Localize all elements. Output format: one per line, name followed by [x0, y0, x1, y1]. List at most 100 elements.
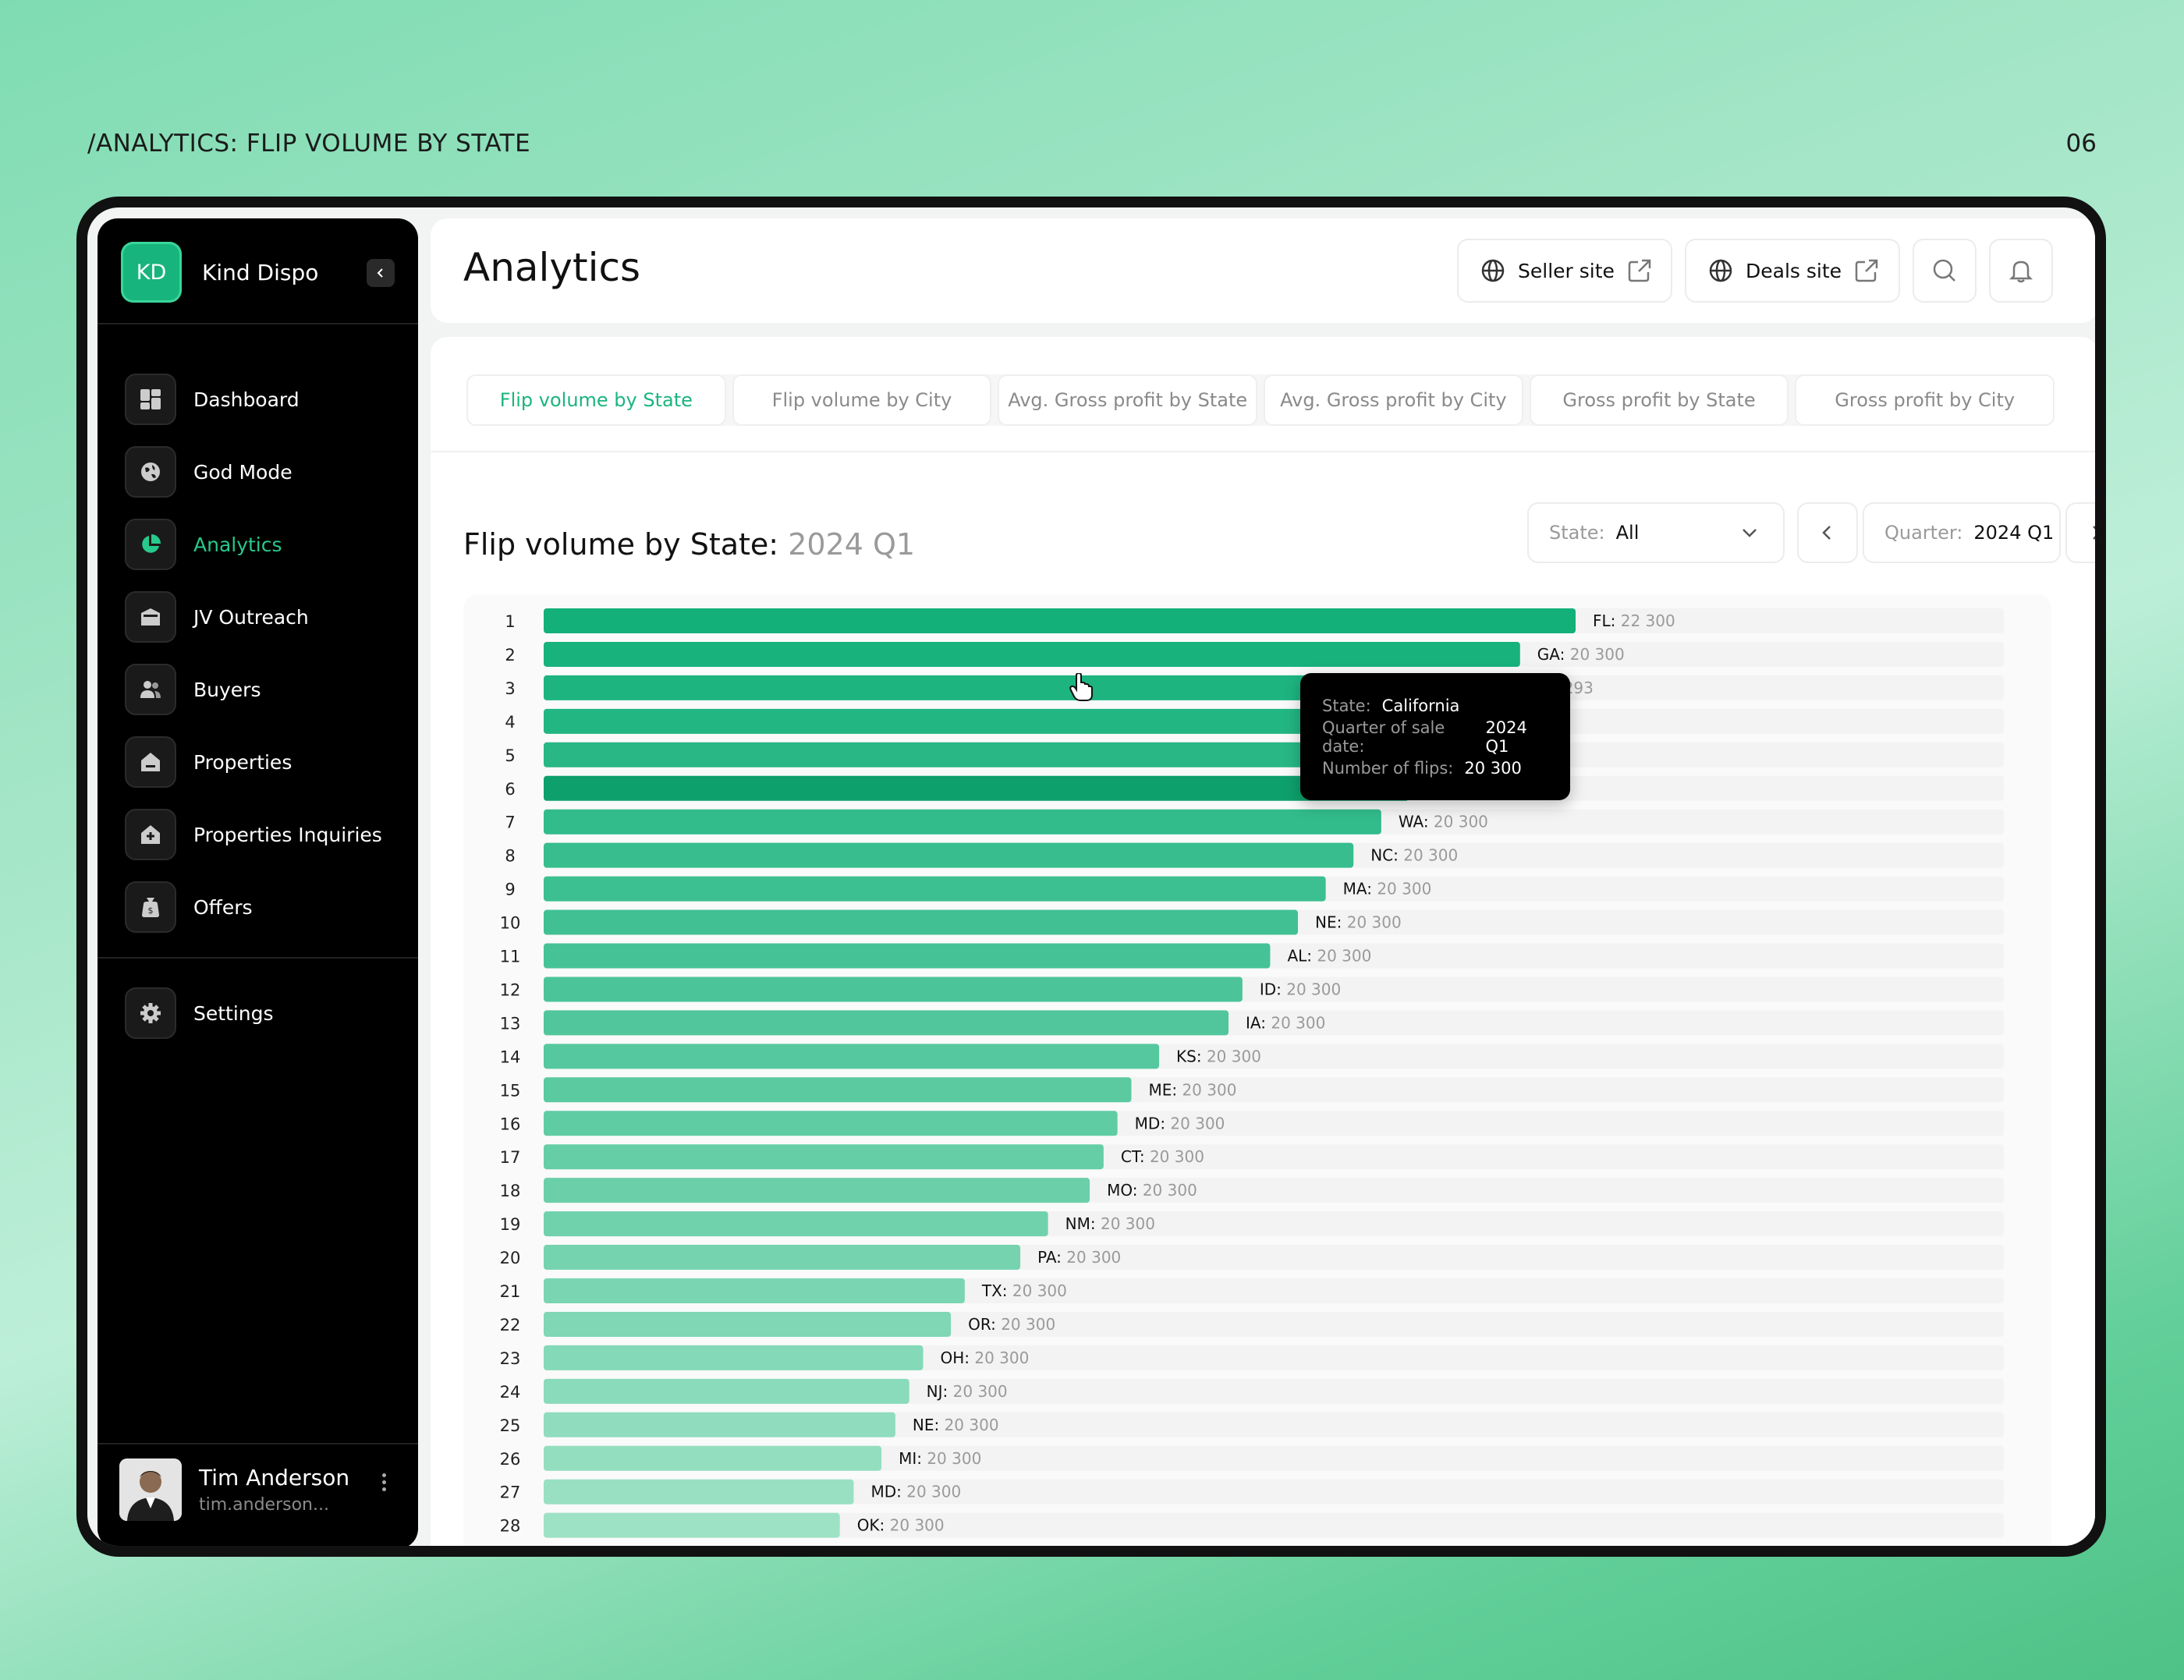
rank-label: 23	[500, 1349, 521, 1368]
rank-label: 12	[500, 980, 521, 999]
sidebar-item-label: Properties Inquiries	[193, 823, 382, 846]
tab-flip-volume-by-city[interactable]: Flip volume by City	[732, 374, 992, 426]
bar-al[interactable]	[544, 943, 1271, 969]
bar-tx[interactable]	[544, 1278, 965, 1303]
sidebar-item-god-mode[interactable]: God Mode	[125, 445, 292, 498]
bar-track	[544, 1479, 2004, 1505]
panel-divider	[431, 451, 2095, 452]
bar-ct[interactable]	[544, 1144, 1104, 1170]
external-link-icon	[1628, 259, 1651, 282]
state-filter-value: All	[1615, 522, 1640, 544]
sidebar-item-properties[interactable]: Properties	[125, 735, 292, 789]
money-bag-icon: $	[125, 881, 176, 933]
bar-nj[interactable]	[544, 1378, 909, 1404]
sidebar-item-label: Settings	[193, 1001, 274, 1025]
bar-ok[interactable]	[544, 1512, 840, 1538]
chevron-right-icon	[2093, 526, 2095, 540]
tab-gross-profit-by-city[interactable]: Gross profit by City	[1795, 374, 2055, 426]
sidebar-item-settings[interactable]: Settings	[125, 987, 274, 1040]
brand-name: Kind Dispo	[202, 259, 319, 285]
quarter-value: 2024 Q1	[1973, 522, 2055, 544]
rank-label: 24	[500, 1383, 521, 1402]
tooltip-quarter-value: 2024 Q1	[1485, 718, 1527, 756]
bar-ks[interactable]	[544, 1044, 1160, 1069]
bar-ne[interactable]	[544, 1412, 895, 1437]
tab-gross-profit-by-state[interactable]: Gross profit by State	[1529, 374, 1789, 426]
notifications-button[interactable]	[1989, 239, 2053, 303]
bar-oh[interactable]	[544, 1345, 924, 1370]
bar-me[interactable]	[544, 1077, 1132, 1103]
analytics-panel: Flip volume by State Flip volume by City…	[431, 337, 2095, 1546]
bar-ma[interactable]	[544, 876, 1326, 902]
quarter-selector[interactable]: Quarter: 2024 Q1	[1863, 502, 2061, 563]
bar-ne[interactable]	[544, 909, 1299, 935]
bar-pa[interactable]	[544, 1245, 1021, 1271]
sidebar-item-buyers[interactable]: Buyers	[125, 663, 261, 716]
bar-fl[interactable]	[544, 608, 1576, 633]
rank-label: 17	[500, 1148, 521, 1167]
bar-mo[interactable]	[544, 1178, 1090, 1203]
bar-ia[interactable]	[544, 1010, 1229, 1036]
bar-ga[interactable]	[544, 641, 1520, 667]
bar-az[interactable]	[544, 708, 1465, 734]
bar-label: WA: 20 300	[1399, 813, 1488, 831]
rank-label: 3	[505, 679, 515, 698]
search-button[interactable]	[1913, 239, 1977, 303]
bar-nm[interactable]	[544, 1211, 1048, 1237]
bar-de[interactable]	[544, 742, 1438, 767]
bar-md[interactable]	[544, 1479, 854, 1505]
sidebar-item-jv-outreach[interactable]: JV Outreach	[125, 590, 309, 643]
slide-title: /ANALYTICS: FLIP VOLUME BY STATE	[87, 129, 531, 158]
bar-label: NM: 20 300	[1065, 1214, 1155, 1233]
user-menu-icon[interactable]	[382, 1470, 387, 1494]
bar-label: NC: 20 300	[1370, 846, 1458, 865]
sidebar-item-properties-inquiries[interactable]: Properties Inquiries	[125, 808, 382, 861]
bar-track	[544, 1412, 2004, 1437]
bar-label: NJ: 20 300	[927, 1382, 1008, 1401]
rank-label: 16	[500, 1115, 521, 1133]
rank-label: 1	[505, 612, 515, 631]
bar-mi[interactable]	[544, 1445, 882, 1471]
bar-ca[interactable]	[544, 775, 1409, 801]
sidebar-item-offers[interactable]: $ Offers	[125, 881, 253, 934]
sidebar-item-label: Buyers	[193, 678, 261, 701]
rank-label: 14	[500, 1047, 521, 1066]
previous-quarter-button[interactable]	[1797, 502, 1858, 563]
bar-label: NE: 20 300	[1315, 913, 1402, 932]
deals-site-button[interactable]: Deals site	[1685, 239, 1900, 303]
tab-flip-volume-by-state[interactable]: Flip volume by State	[466, 374, 726, 426]
brand[interactable]: KD Kind Dispo	[121, 242, 318, 303]
next-quarter-button[interactable]	[2065, 502, 2095, 563]
sidebar-item-analytics[interactable]: Analytics	[125, 518, 282, 571]
tab-avg-gross-profit-by-state[interactable]: Avg. Gross profit by State	[998, 374, 1258, 426]
bar-wa[interactable]	[544, 809, 1381, 835]
bar-id[interactable]	[544, 976, 1243, 1002]
state-filter-select[interactable]: State: All	[1527, 502, 1785, 563]
bar-label: MO: 20 300	[1107, 1181, 1197, 1200]
device-frame: KD Kind Dispo Dashboard God Mode	[76, 197, 2106, 1557]
globe-icon	[1709, 259, 1732, 282]
sidebar-item-label: JV Outreach	[193, 605, 309, 629]
bar-ny[interactable]	[544, 675, 1493, 700]
user-profile[interactable]: Tim Anderson tim.anderson...	[119, 1458, 349, 1521]
chevron-left-icon	[377, 268, 383, 278]
tooltip-flips-value: 20 300	[1464, 759, 1522, 778]
seller-site-button[interactable]: Seller site	[1457, 239, 1672, 303]
rank-label: 10	[500, 914, 521, 933]
bar-md[interactable]	[544, 1111, 1118, 1136]
hand-pointer-icon	[1069, 673, 1093, 701]
page-title: Analytics	[463, 245, 641, 290]
bar-or[interactable]	[544, 1311, 952, 1337]
dashboard-icon	[125, 374, 176, 425]
sidebar-item-dashboard[interactable]: Dashboard	[125, 373, 300, 426]
chevron-left-icon	[1822, 526, 1831, 540]
tab-avg-gross-profit-by-city[interactable]: Avg. Gross profit by City	[1264, 374, 1523, 426]
collapse-sidebar-button[interactable]	[367, 259, 395, 287]
bar-label: OK: 20 300	[857, 1516, 945, 1535]
slide-number: 06	[2065, 129, 2097, 158]
bar-nc[interactable]	[544, 842, 1354, 868]
bar-label: CT: 20 300	[1121, 1147, 1204, 1166]
rank-label: 6	[505, 780, 515, 799]
user-email: tim.anderson...	[199, 1495, 329, 1515]
